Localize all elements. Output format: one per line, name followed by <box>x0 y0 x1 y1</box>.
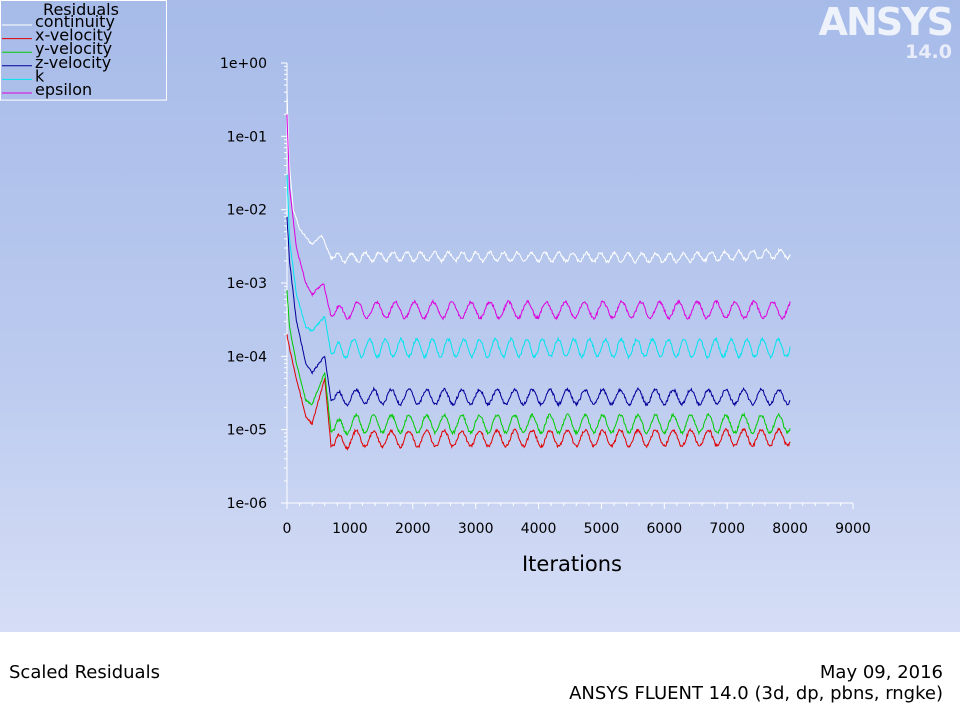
residuals-chart: Residualscontinuityx-velocityy-velocityz… <box>0 0 871 576</box>
y-tick-label: 1e-02 <box>227 203 267 219</box>
x-tick-label: 8000 <box>772 521 808 537</box>
plot-caption: Scaled Residuals <box>9 662 160 683</box>
x-tick-label: 1000 <box>332 521 368 537</box>
axes: 1e+00 1e-01 1e-02 1e-03 1e-04 1e-05 1e-06 0 1000… <box>220 56 871 537</box>
legend: Residualscontinuityx-velocityy-velocityz… <box>0 0 167 101</box>
x-tick-label: 0 <box>283 521 292 537</box>
solver-info: ANSYS FLUENT 14.0 (3d, dp, pbns, rngke) <box>569 683 943 704</box>
logo-brand: ANSYS <box>818 0 954 44</box>
x-tick-label: 4000 <box>521 521 557 537</box>
legend-title: Residuals <box>43 0 119 19</box>
y-tick-label: 1e-01 <box>227 129 267 145</box>
series-line-z-velocity <box>286 216 791 408</box>
plot-background <box>0 0 960 632</box>
x-tick-label: 2000 <box>395 521 431 537</box>
x-tick-label: 5000 <box>584 521 620 537</box>
ansys-logo: ANSYS 14.0 <box>818 0 954 63</box>
series-line-k <box>286 174 791 360</box>
y-tick-label: 1e+00 <box>220 56 267 72</box>
plot-date: May 09, 2016 <box>819 662 943 683</box>
x-tick-label: 9000 <box>835 521 871 537</box>
series-line-x-velocity <box>286 334 791 451</box>
series-group <box>286 88 791 451</box>
series-line-continuity <box>286 88 791 265</box>
legend-entry-y-velocity: y-velocity <box>35 39 112 58</box>
logo-version: 14.0 <box>905 41 952 63</box>
y-tick-label: 1e-04 <box>227 349 267 365</box>
x-axis-label: Iterations <box>522 552 622 576</box>
y-tick-label: 1e-06 <box>227 496 267 512</box>
footer: Scaled Residuals May 09, 2016 ANSYS FLUE… <box>0 632 960 720</box>
x-tick-label: 6000 <box>647 521 683 537</box>
series-line-epsilon <box>286 114 791 321</box>
legend-entry-z-velocity: z-velocity <box>35 53 111 72</box>
x-tick-label: 3000 <box>458 521 494 537</box>
legend-frame <box>0 0 167 101</box>
x-tick-label: 7000 <box>709 521 745 537</box>
legend-entry-continuity: continuity <box>35 12 115 31</box>
legend-entry-k: k <box>35 66 45 85</box>
y-tick-label: 1e-03 <box>227 276 267 292</box>
y-tick-label: 1e-05 <box>227 423 267 439</box>
legend-entry-x-velocity: x-velocity <box>35 26 112 45</box>
legend-entry-epsilon: epsilon <box>35 80 92 99</box>
series-line-y-velocity <box>286 290 791 436</box>
